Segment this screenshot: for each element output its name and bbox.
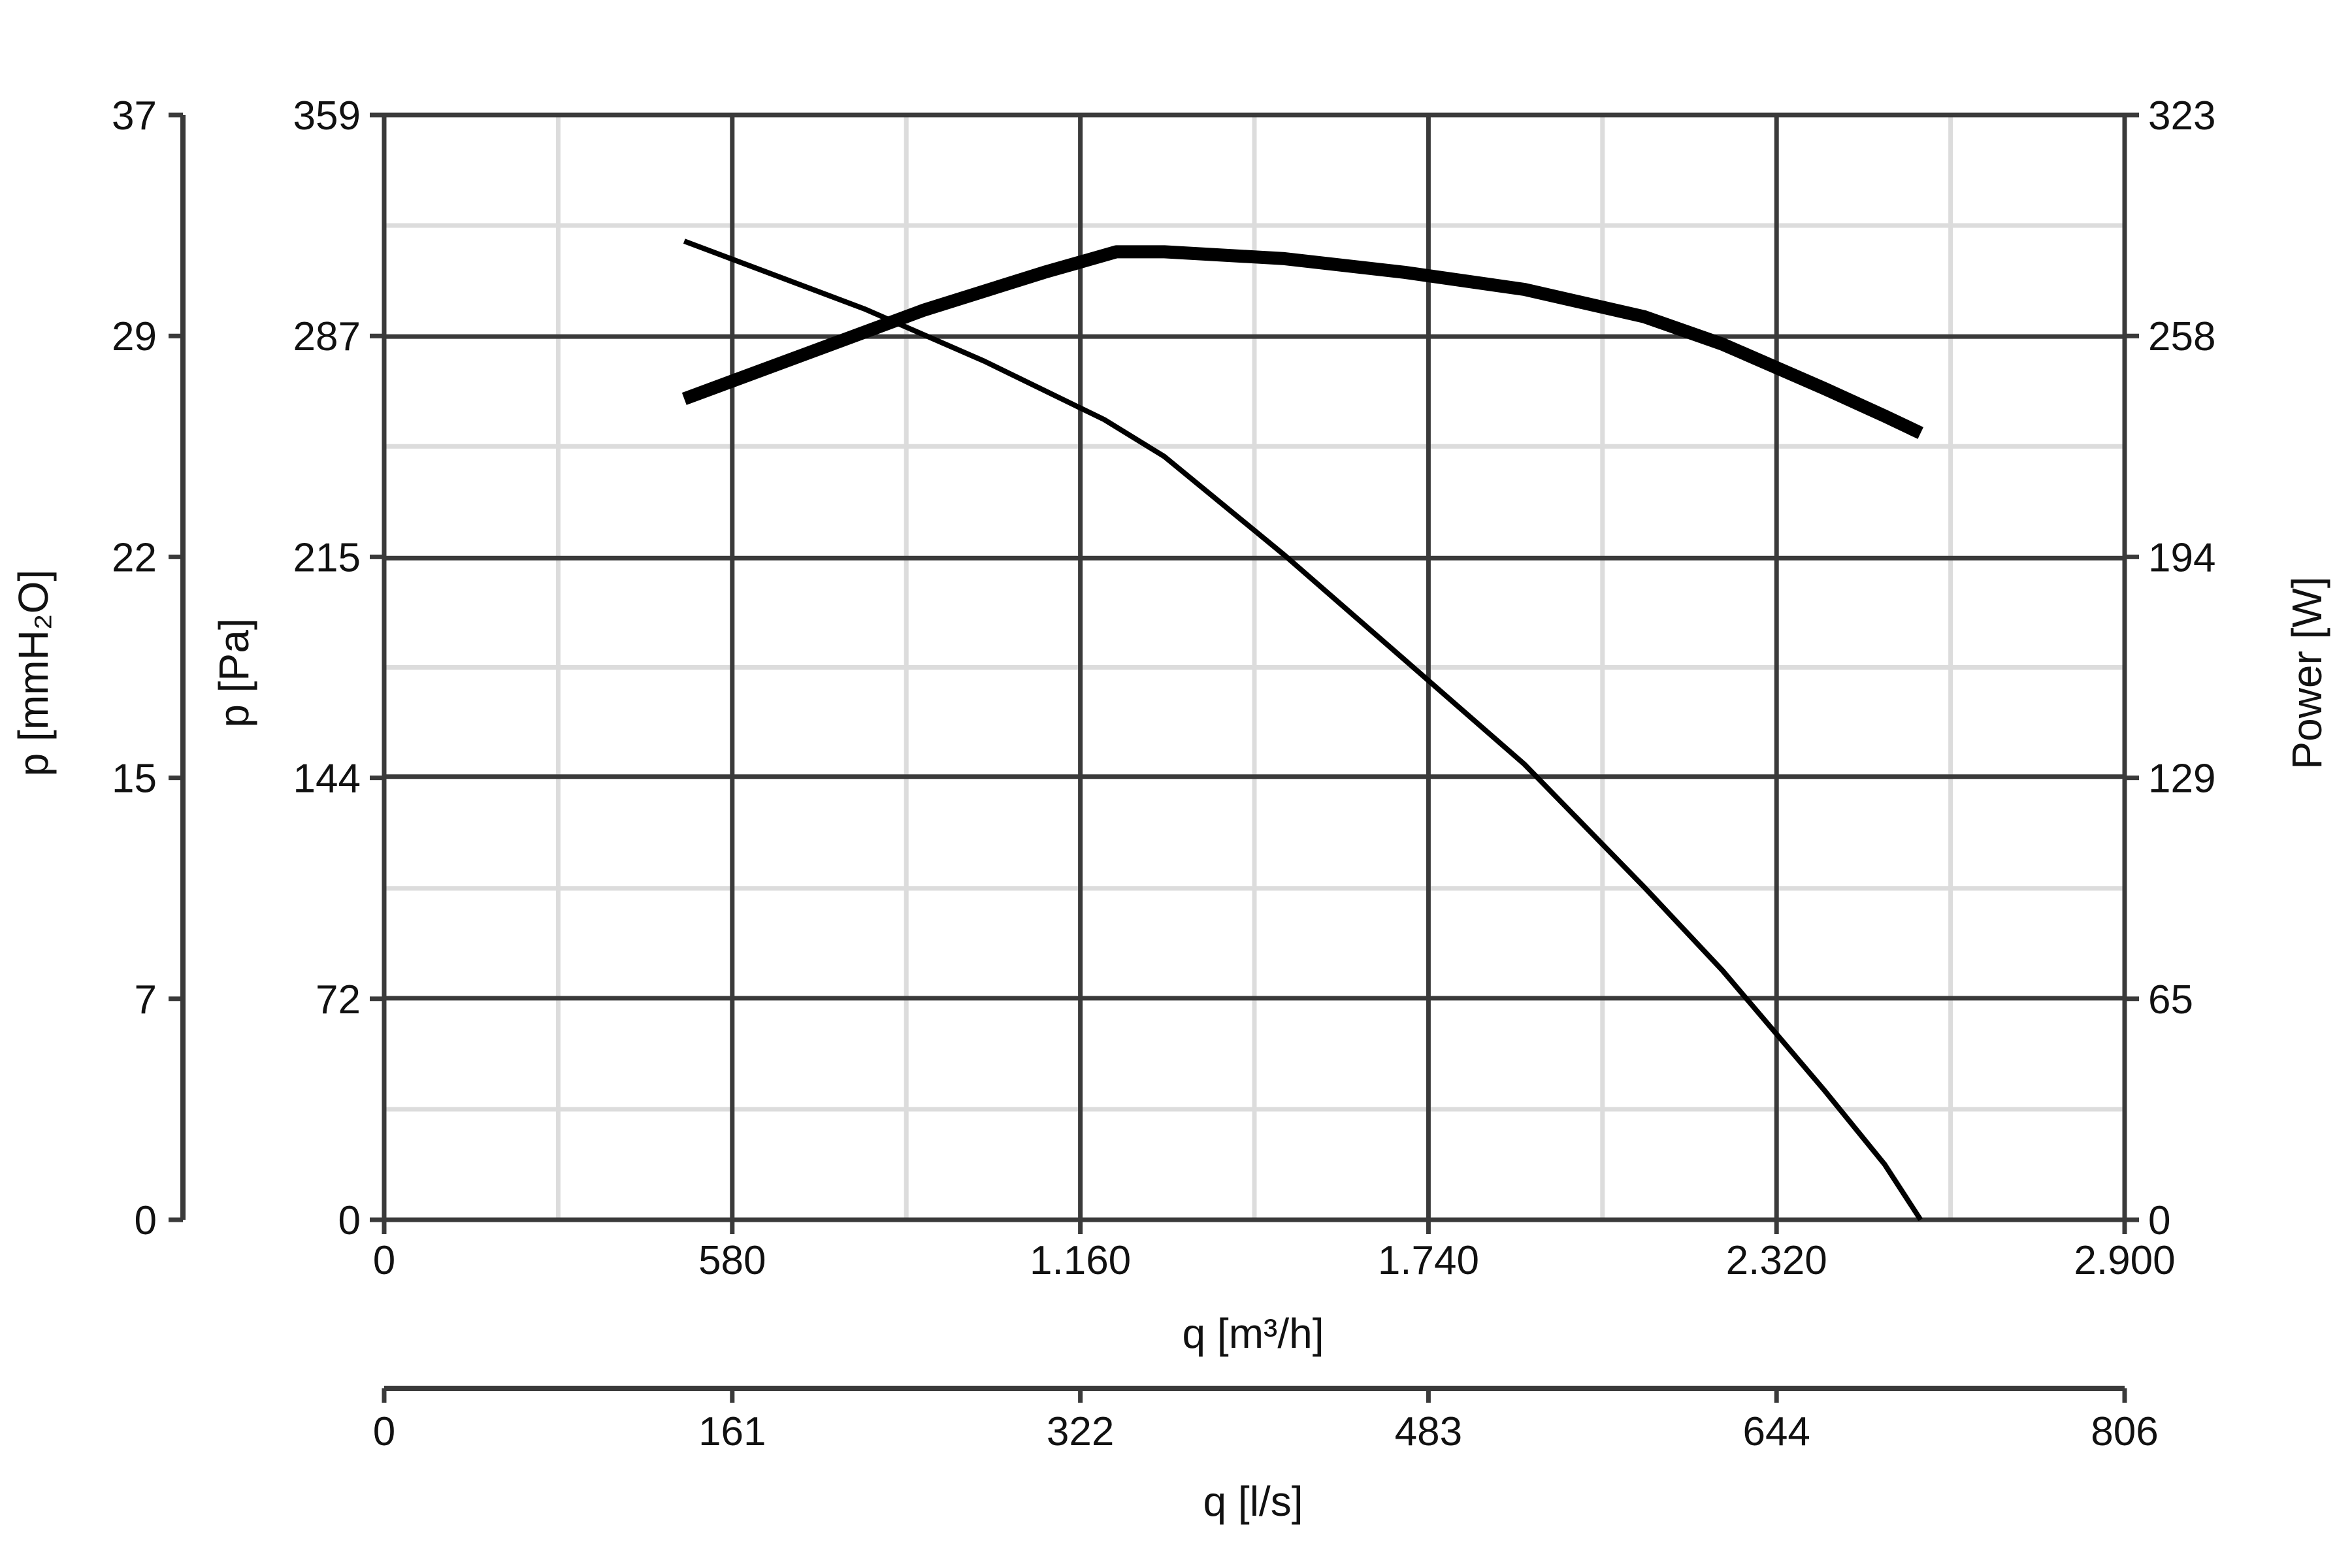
- mmh2o-tick-label: 29: [112, 314, 157, 359]
- x-tick-label: 2.320: [1726, 1238, 1827, 1283]
- mmh2o-tick-label: 15: [112, 757, 157, 802]
- mmh2o-tick-label: 0: [135, 1198, 157, 1243]
- x-tick-label: 1.160: [1030, 1238, 1131, 1283]
- power-curve: [681, 245, 1923, 439]
- y-secondary-left-axis-title: p [mmH₂O]: [10, 570, 57, 776]
- minor-grid: [384, 115, 2125, 1220]
- y-right-axis-title: Power [W]: [2283, 576, 2330, 769]
- power-tick-label: 323: [2148, 93, 2215, 139]
- y-tick-label: 359: [293, 93, 361, 139]
- x-axis-title: q [m³/h]: [1183, 1310, 1324, 1357]
- pressure-curve: [683, 238, 1923, 1222]
- ls-tick-label: 322: [1047, 1409, 1114, 1454]
- major-grid: [382, 112, 2127, 1222]
- mmh2o-tick-label: 22: [112, 535, 157, 580]
- ls-tick-label: 483: [1395, 1409, 1462, 1454]
- y-tick-label: 72: [316, 977, 361, 1022]
- axes-layer: [169, 112, 2139, 1403]
- y-axis-title: p [Pa]: [210, 618, 257, 727]
- y-tick-label: 215: [293, 535, 361, 580]
- series-layer: [681, 238, 1923, 1222]
- mmh2o-tick-label: 37: [112, 93, 157, 139]
- x-tick-label: 1.740: [1378, 1238, 1479, 1283]
- y-tick-label: 144: [293, 757, 361, 802]
- mmh2o-tick-label: 7: [135, 977, 157, 1022]
- y-tick-label: 287: [293, 314, 361, 359]
- ls-tick-label: 161: [698, 1409, 766, 1454]
- power-tick-label: 258: [2148, 314, 2215, 359]
- power-tick-label: 0: [2148, 1198, 2170, 1243]
- x-tick-label: 0: [373, 1238, 395, 1283]
- y-tick-label: 0: [338, 1198, 361, 1243]
- x-secondary-axis-title: q [l/s]: [1203, 1478, 1303, 1525]
- power-tick-label: 194: [2148, 535, 2215, 580]
- ls-tick-label: 0: [373, 1409, 395, 1454]
- x-tick-label: 580: [698, 1238, 766, 1283]
- power-tick-label: 65: [2148, 977, 2193, 1022]
- x-tick-label: 2.900: [2074, 1238, 2175, 1283]
- ls-tick-label: 806: [2091, 1409, 2158, 1454]
- power-tick-label: 129: [2148, 757, 2215, 802]
- ls-tick-label: 644: [1742, 1409, 1810, 1454]
